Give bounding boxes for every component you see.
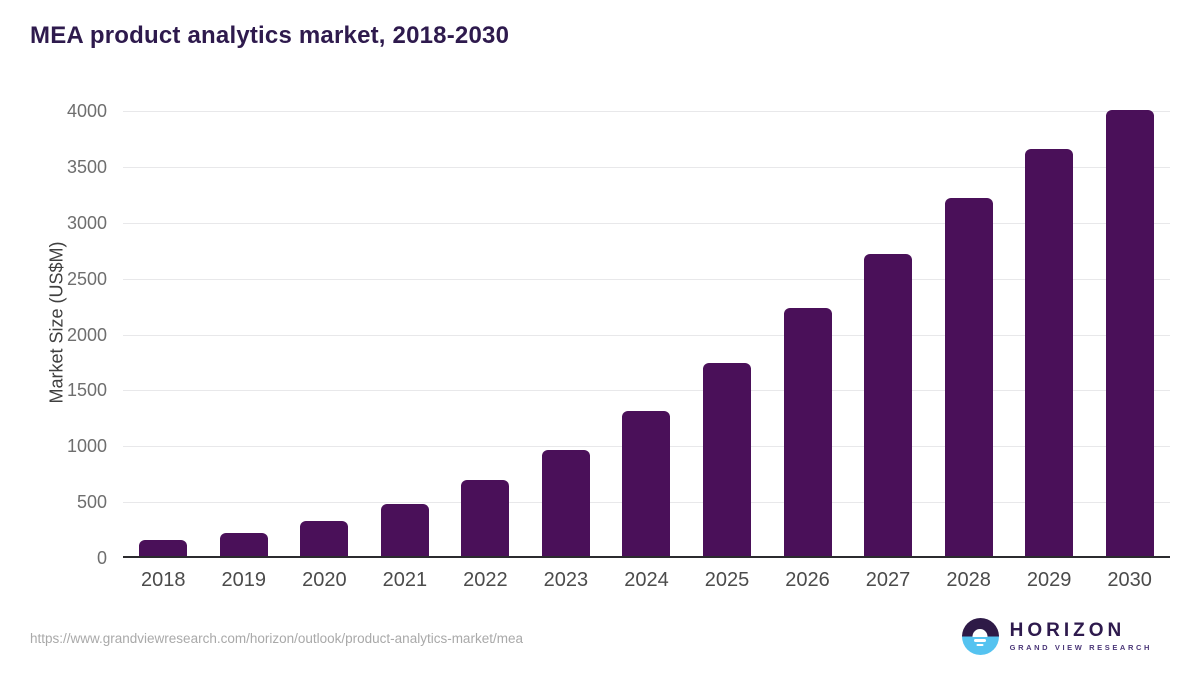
y-tick-label-1000: 1000 <box>66 436 107 457</box>
x-tick-label-2025: 2025 <box>704 569 750 591</box>
gridline-4000 <box>123 111 1170 112</box>
bar-2024 <box>622 410 671 556</box>
gridline-1500 <box>123 390 1170 392</box>
x-tick-label-2022: 2022 <box>463 569 508 591</box>
x-tick-label-2027: 2027 <box>865 569 911 591</box>
bar-2019 <box>219 532 268 556</box>
x-tick-label-2024: 2024 <box>624 569 669 591</box>
x-tick-label-2018: 2018 <box>141 569 186 591</box>
gridline-3500 <box>123 166 1170 168</box>
x-tick-label-2023: 2023 <box>543 569 589 591</box>
bar-slot-2028 <box>928 109 1009 556</box>
horizon-logo-icon <box>961 618 999 655</box>
bar-slot-2019 <box>204 109 285 556</box>
x-tick-label-2020: 2020 <box>302 569 347 591</box>
bar-slot-2029 <box>1009 109 1090 556</box>
x-axis-labels: 2018 2019 2020 2021 2022 2023 2024 2025 2026 2027… <box>123 567 1170 593</box>
bar-2025 <box>702 362 751 556</box>
bar-2021 <box>380 504 429 556</box>
reflection-line-icon <box>974 639 987 642</box>
bar-slot-2030 <box>1089 109 1170 556</box>
bar-2028 <box>944 198 993 556</box>
plot-area <box>123 109 1170 558</box>
x-tick-label-2026: 2026 <box>785 569 830 591</box>
bar-slot-2024 <box>606 109 687 556</box>
bar-slot-2026 <box>767 109 848 556</box>
bar-2029 <box>1025 148 1074 556</box>
bar-2023 <box>541 449 590 556</box>
y-tick-label-3500: 3500 <box>66 156 107 177</box>
gridline-3000 <box>123 222 1170 224</box>
bar-2018 <box>139 540 188 556</box>
bars-row <box>123 109 1170 556</box>
gridline-2000 <box>123 334 1170 336</box>
bar-2027 <box>864 254 913 556</box>
source-url: https://www.grandviewresearch.com/horizo… <box>30 631 523 646</box>
bar-slot-2027 <box>848 109 929 556</box>
logo-subtitle: GRAND VIEW RESEARCH <box>1009 642 1152 652</box>
bar-2026 <box>783 308 832 556</box>
y-tick-label-4000: 4000 <box>66 101 107 121</box>
bar-2030 <box>1105 110 1154 556</box>
x-tick-label-2028: 2028 <box>946 569 991 591</box>
y-axis-ticks: 0 500 1000 1500 2000 2500 3000 3500 4000 <box>0 101 107 568</box>
bar-slot-2020 <box>284 109 365 556</box>
bar-2022 <box>461 480 510 556</box>
bar-2020 <box>300 521 349 556</box>
bar-slot-2025 <box>687 109 768 556</box>
logo-name: HORIZON <box>1009 619 1126 641</box>
reflection-line-icon <box>976 643 984 646</box>
bar-slot-2018 <box>123 109 204 556</box>
horizon-logo: HORIZON GRAND VIEW RESEARCH <box>961 618 1152 655</box>
x-tick-label-2029: 2029 <box>1026 569 1072 591</box>
y-tick-label-2000: 2000 <box>66 324 107 345</box>
horizon-logo-text: HORIZON GRAND VIEW RESEARCH <box>1009 619 1152 653</box>
x-tick-label-2019: 2019 <box>221 569 267 591</box>
bar-slot-2021 <box>365 109 446 556</box>
sun-dome-icon <box>972 628 988 637</box>
x-tick-label-2030: 2030 <box>1107 569 1152 591</box>
y-tick-label-3000: 3000 <box>66 212 107 233</box>
y-tick-label-500: 500 <box>76 492 107 513</box>
x-tick-label-2021: 2021 <box>382 569 428 591</box>
y-tick-label-1500: 1500 <box>66 380 107 401</box>
bar-slot-2023 <box>526 109 607 556</box>
bar-slot-2022 <box>445 109 526 556</box>
page-title: MEA product analytics market, 2018-2030 <box>30 22 510 49</box>
y-tick-label-2500: 2500 <box>66 268 107 289</box>
y-tick-label-0: 0 <box>96 548 107 568</box>
gridline-2500 <box>123 278 1170 280</box>
